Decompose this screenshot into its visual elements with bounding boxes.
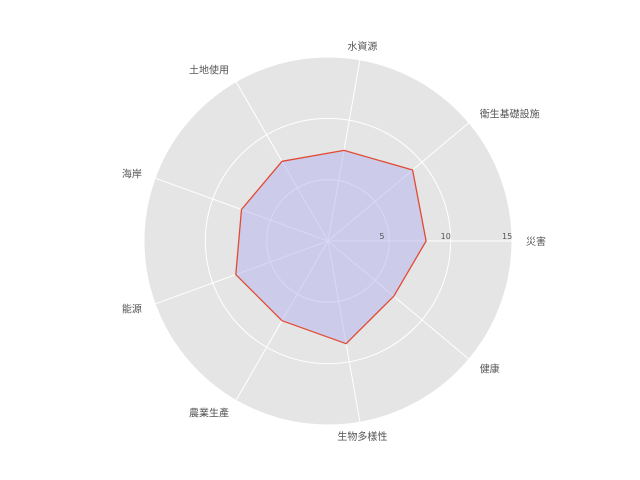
category-label-0: 災害: [526, 235, 546, 248]
category-label-2: 水資源: [347, 40, 377, 53]
category-label-6: 農業生產: [189, 407, 229, 420]
series-line: [235, 149, 427, 345]
category-label-8: 健康: [480, 362, 500, 375]
tick-label-5: 5: [379, 232, 384, 241]
tick-label-15: 15: [502, 232, 512, 241]
series-area: [235, 150, 427, 344]
tick-label-10: 10: [441, 232, 451, 241]
category-label-5: 能源: [122, 303, 142, 316]
category-label-1: 衛生基礎設施: [480, 108, 540, 121]
category-label-4: 海岸: [122, 167, 142, 180]
radial-tick-labels: 5 10 15: [379, 232, 512, 241]
category-label-3: 土地使用: [189, 64, 229, 77]
category-label-7: 生物多樣性: [337, 430, 387, 443]
